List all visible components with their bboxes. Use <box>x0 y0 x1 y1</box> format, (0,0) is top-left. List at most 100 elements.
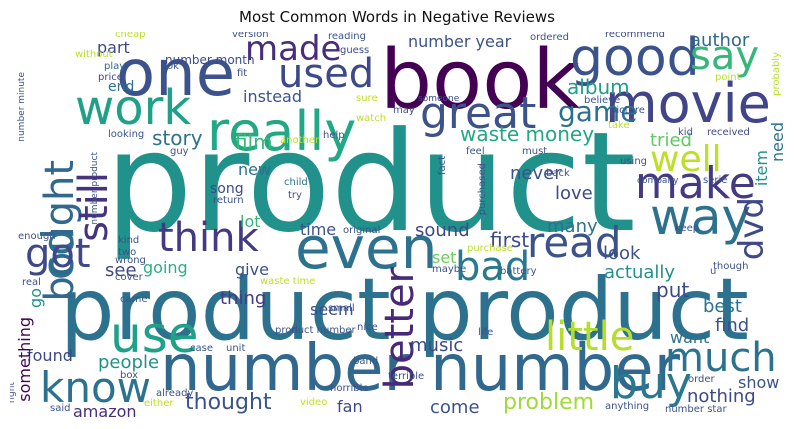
word-many: many <box>547 216 598 237</box>
word-sure: sure <box>356 93 378 104</box>
word-must: must <box>522 146 548 157</box>
word-film: film <box>235 130 273 154</box>
word-thing: thing <box>220 288 267 309</box>
word-nothing: nothing <box>687 386 756 407</box>
word-made: made <box>245 32 342 69</box>
word-movie: movie <box>605 72 771 135</box>
chart-title: Most Common Words in Negative Reviews <box>239 8 555 26</box>
word-kid: kid <box>678 127 693 138</box>
word-got: got <box>25 231 91 277</box>
word-best: best <box>703 296 742 317</box>
word-may: may <box>393 105 415 116</box>
word-go: go <box>26 288 45 308</box>
word-well: well <box>650 139 722 180</box>
word-product: product <box>105 102 636 263</box>
word-either: either <box>144 398 174 409</box>
word-set: set <box>432 248 457 267</box>
word-battery: battery <box>500 266 537 277</box>
word-new: new <box>238 160 272 179</box>
word-lot: lot <box>240 212 261 231</box>
word-wrong: wrong <box>115 255 146 266</box>
word-came: came <box>120 294 148 305</box>
word-work: work <box>75 80 192 136</box>
word-number-star: number star <box>665 404 727 415</box>
word-really: really <box>207 100 357 163</box>
word-make: make <box>635 158 756 209</box>
word-believe: believe <box>584 95 621 106</box>
word-u: u <box>710 266 717 277</box>
word-look: look <box>603 243 641 264</box>
word-buy: buy <box>610 358 692 409</box>
word-product-product: product product <box>60 260 749 360</box>
word-number-product: number product <box>90 152 100 225</box>
word-little: little <box>545 314 635 360</box>
word-number-year: number year <box>408 32 512 51</box>
word-end: end <box>108 79 135 95</box>
word-someone: someone <box>418 94 460 104</box>
word-small: small <box>328 303 355 314</box>
word-fit: fit <box>237 68 248 79</box>
word-recommend: recommend <box>605 32 665 40</box>
word-original: original <box>343 225 381 236</box>
word-video: video <box>300 397 328 408</box>
word-point: point <box>715 72 741 83</box>
word-enough: enough <box>18 231 56 242</box>
word-guy: guy <box>170 146 189 157</box>
word-purchased: purchased <box>477 163 488 216</box>
word-try: try <box>288 190 302 201</box>
word-horrible: horrible <box>330 383 369 394</box>
word-waste-time: waste time <box>260 276 316 287</box>
word-want: want <box>670 328 710 347</box>
word-read: read <box>527 218 622 267</box>
word-cheap: cheap <box>115 32 146 40</box>
word-reading: reading <box>328 32 366 42</box>
word-use: use <box>110 306 199 364</box>
word-instead: instead <box>243 87 302 106</box>
word-already: already <box>156 388 194 399</box>
word-ok: ok <box>167 61 179 72</box>
word-company: company <box>637 176 679 186</box>
word-said: said <box>50 403 71 414</box>
word-album: album <box>567 75 630 99</box>
word-purchase: purchase <box>467 243 513 254</box>
word-song: song <box>210 181 244 197</box>
word-guess: guess <box>340 45 370 56</box>
word-even: even <box>295 214 438 282</box>
word-play: play <box>104 61 126 72</box>
word-right: right <box>10 382 17 404</box>
word-bad: bad <box>455 244 531 290</box>
word-kind: kind <box>118 235 140 246</box>
word-nice: nice <box>357 322 378 333</box>
word-received: received <box>707 127 750 138</box>
word-case: case <box>190 343 213 354</box>
word-band: band <box>353 356 379 367</box>
word-tried: tried <box>650 130 692 151</box>
word-using: using <box>620 156 648 167</box>
word-love: love <box>555 183 593 204</box>
word-say: say <box>690 33 760 79</box>
word-cloud: product book product product number number o… <box>10 32 784 422</box>
word-life: life <box>478 327 494 338</box>
word-put: put <box>656 278 690 302</box>
word-seem: seem <box>310 300 354 319</box>
word-people: people <box>98 352 160 373</box>
word-looking: looking <box>108 129 145 140</box>
word-feel: feel <box>466 146 485 157</box>
word-see: see <box>105 260 137 281</box>
word-serie: serie <box>703 175 728 186</box>
word-anything: anything <box>605 401 650 412</box>
word-think: think <box>158 215 259 261</box>
word-fact: fact <box>437 156 448 176</box>
word-number-number: number number <box>160 332 680 406</box>
word-part: part <box>97 38 130 57</box>
word-music: music <box>410 335 464 356</box>
word-amazon: amazon <box>73 402 137 421</box>
word-number-minute: number minute <box>17 72 27 142</box>
word-picture: picture <box>610 105 645 116</box>
word-return: return <box>213 195 244 206</box>
word-keep: keep <box>675 223 700 234</box>
word-good: good <box>570 32 700 88</box>
word-fan: fan <box>337 397 363 416</box>
word-much: much <box>665 335 777 381</box>
word-product-number: product number <box>275 325 356 336</box>
